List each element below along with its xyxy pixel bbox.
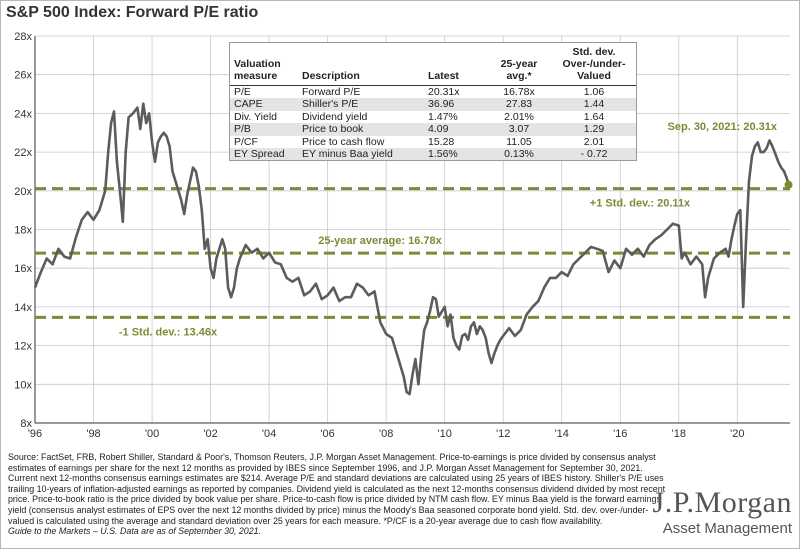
logo-main-text: J.P.Morgan [652,486,792,519]
x-tick-label: '00 [145,428,159,440]
y-tick-label: 20x [14,186,32,198]
series-layer [33,102,793,396]
table-cell: 1.47% [428,110,458,123]
y-tick-label: 14x [14,302,32,314]
table-cell: 1.56% [424,148,486,161]
latest-point-marker [784,180,793,189]
header-std-dev: Std. dev. Over-/under- Valued [552,43,636,86]
table-cell: 15.28 [428,135,455,148]
y-tick-label: 22x [14,147,32,159]
axes: 8x 10x 12x 14x 16x 18x 20x 22x 24x 26x 28x '96 '98 '0… [14,31,790,440]
table-row: P/B Price to book 4.09 3.07 1.29 [230,123,636,136]
table-cell: Forward P/E [302,86,361,98]
table-cell: 2.01% [504,110,534,123]
table-cell: Shiller's P/E [298,98,424,111]
minus-std-label: -1 Std. dev.: 13.46x [119,326,218,338]
table-cell: 3.07 [486,123,552,136]
table-cell: 1.64 [583,110,605,123]
table-cell: 27.83 [486,98,552,111]
forward-pe-line [33,102,790,396]
y-tick-label: 28x [14,31,32,43]
y-tick-label: 24x [14,108,32,120]
table-cell: 11.05 [506,135,532,148]
source-notes: Source: FactSet, FRB, Robert Shiller, St… [8,452,668,537]
annotation-labels: +1 Std. dev.: 20.11x 25-year average: 16.… [119,121,778,338]
x-tick-label: '98 [86,428,100,440]
table-cell: EY Spread [230,148,298,161]
x-tick-label: '06 [320,428,334,440]
x-tick-label: '04 [262,428,276,440]
plus-std-label: +1 Std. dev.: 20.11x [590,198,691,210]
table-cell: P/E [234,86,251,98]
x-tick-label: '12 [496,428,510,440]
table-cell: EY minus Baa yield [298,148,424,161]
table-cell: 1.06 [583,86,605,98]
table-header-row: Valuation measure Description Latest 25-… [230,43,636,86]
table-cell: 0.13% [486,148,552,161]
y-tick-label: 8x [20,418,32,430]
table-cell: - 0.72 [552,148,636,161]
table-cell: 2.01 [583,135,605,148]
y-tick-label: 12x [14,341,32,353]
y-tick-label: 18x [14,225,32,237]
header-latest: Latest [424,43,486,86]
header-description: Description [298,43,424,86]
table-cell: 1.44 [552,98,636,111]
x-tick-label: '18 [672,428,686,440]
x-tick-label: '20 [730,428,744,440]
table-cell: 4.09 [424,123,486,136]
table-cell: P/B [230,123,298,136]
table-row: P/CF Price to cash flow 15.28 11.05 2.01 [230,136,636,148]
latest-label: Sep. 30, 2021: 20.31x [668,121,778,133]
x-tick-label: '02 [203,428,217,440]
table-cell: 16.78x [503,86,535,98]
average-label: 25-year average: 16.78x [318,235,442,247]
header-valuation-measure: Valuation measure [230,43,298,86]
y-tick-label: 16x [14,263,32,275]
logo-sub-text: Asset Management [662,520,792,537]
y-tick-label: 10x [14,379,32,391]
table-cell: 1.29 [552,123,636,136]
table-cell: CAPE [230,98,298,111]
x-tick-label: '16 [613,428,627,440]
table-cell: 20.31x [428,86,460,98]
table-row: CAPE Shiller's P/E 36.96 27.83 1.44 [230,98,636,111]
table-row: Div. Yield Dividend yield 1.47% 2.01% 1.64 [230,111,636,123]
table-cell: 36.96 [424,98,486,111]
table-row: P/E Forward P/E 20.31x 16.78x 1.06 [230,86,636,99]
table-cell: Price to cash flow [302,135,385,148]
jpmorgan-logo: J.P.Morgan Asset Management [652,486,792,538]
source-paragraph: Source: FactSet, FRB, Robert Shiller, St… [8,452,666,526]
y-tick-label: 26x [14,70,32,82]
x-tick-label: '96 [28,428,42,440]
guide-note: Guide to the Markets – U.S. Data are as … [8,526,262,537]
chart-title: S&P 500 Index: Forward P/E ratio [6,4,259,21]
table-cell: P/CF [234,135,258,148]
table-cell: Price to book [298,123,424,136]
x-tick-label: '08 [379,428,393,440]
table-cell: Div. Yield [234,110,277,123]
table-row: EY Spread EY minus Baa yield 1.56% 0.13% - 0… [230,148,636,161]
x-tick-label: '10 [438,428,452,440]
x-tick-label: '14 [555,428,569,440]
reference-lines [35,187,790,319]
table-cell: Dividend yield [302,110,368,123]
header-25yr-avg: 25-year avg.* [486,43,552,86]
valuation-table: Valuation measure Description Latest 25-… [229,42,637,162]
